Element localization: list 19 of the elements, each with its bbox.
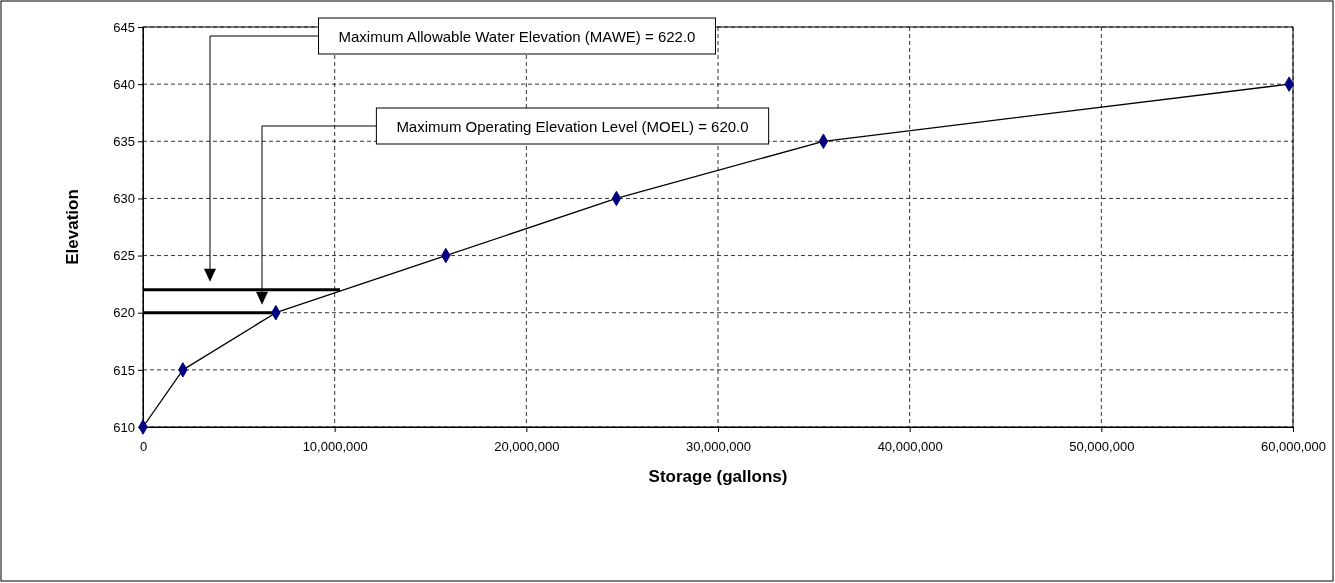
x-tick-label: 40,000,000 [877,438,943,454]
y-tick-label: 630 [113,191,135,207]
x-tick-label: 50,000,000 [1069,438,1135,454]
x-axis-title: Storage (gallons) [648,467,788,486]
y-tick-label: 620 [113,305,135,321]
y-axis-title: Elevation [63,189,82,265]
annotation: Maximum Allowable Water Elevation (MAWE) = 622.0 [338,28,696,45]
y-tick-label: 635 [113,133,135,149]
y-tick-label: 615 [113,362,135,378]
annotation: Maximum Operating Elevation Level (MOEL) = 620.0 [396,118,749,135]
x-tick-label: 10,000,000 [302,438,368,454]
x-tick-label: 0 [139,438,148,454]
x-tick-label: 60,000,000 [1260,438,1327,454]
y-tick-label: 640 [113,76,135,92]
x-tick-label: 20,000,000 [494,438,560,454]
y-tick-label: 610 [113,419,135,435]
y-tick-label: 645 [113,19,135,35]
x-tick-label: 30,000,000 [685,438,752,454]
y-tick-label: 625 [113,248,135,264]
